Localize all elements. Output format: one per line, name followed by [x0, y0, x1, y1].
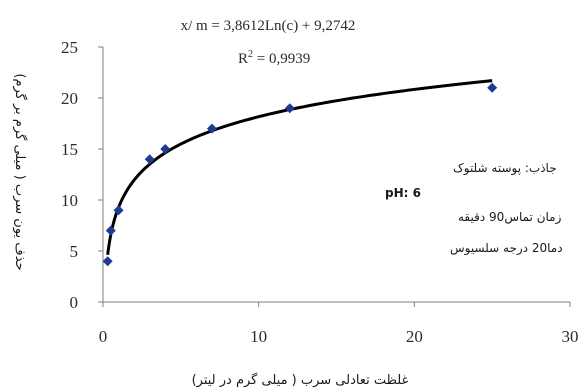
x-axis-label: غلظت تعادلی سرب ( میلی گرم در لیتر): [192, 372, 409, 388]
y-tick-label: 5: [70, 242, 79, 261]
y-tick-label: 10: [61, 191, 78, 210]
trend-equation: x/ m = 3,8612Ln(c) + 9,2742: [181, 18, 356, 34]
x-tick-label: 30: [562, 327, 579, 346]
x-axis-ticks: 0 10 20 30: [99, 302, 579, 346]
data-point: [144, 154, 155, 165]
annotation-contact-time: زمان تماس90 دقیقه: [458, 210, 562, 225]
y-axis-ticks: 0 5 10 15 20 25: [61, 38, 103, 312]
y-tick-label: 15: [61, 140, 78, 159]
annotation-ph: pH: 6: [385, 186, 421, 200]
annotation-temperature: دما20 درجه سلسیوس: [450, 241, 563, 256]
data-point: [105, 225, 116, 236]
r-squared-label: R2 = 0,9939: [238, 49, 310, 67]
trend-line: [106, 79, 493, 255]
data-point: [113, 205, 124, 216]
y-tick-label: 20: [61, 89, 78, 108]
x-tick-label: 10: [250, 327, 267, 346]
data-point: [102, 256, 113, 267]
x-tick-label: 0: [99, 327, 108, 346]
data-point: [284, 103, 295, 114]
y-axis-label: حذف یون سرب ( میلی گرم بر گرم): [12, 73, 28, 270]
data-points: [102, 82, 498, 267]
y-tick-label: 0: [70, 293, 79, 312]
data-point: [487, 82, 498, 93]
data-point: [160, 144, 171, 154]
annotation-adsorbent: جاذب: پوسته شلتوک: [453, 161, 557, 176]
y-tick-label: 25: [61, 38, 78, 57]
data-point: [206, 123, 217, 134]
x-tick-label: 20: [406, 327, 423, 346]
